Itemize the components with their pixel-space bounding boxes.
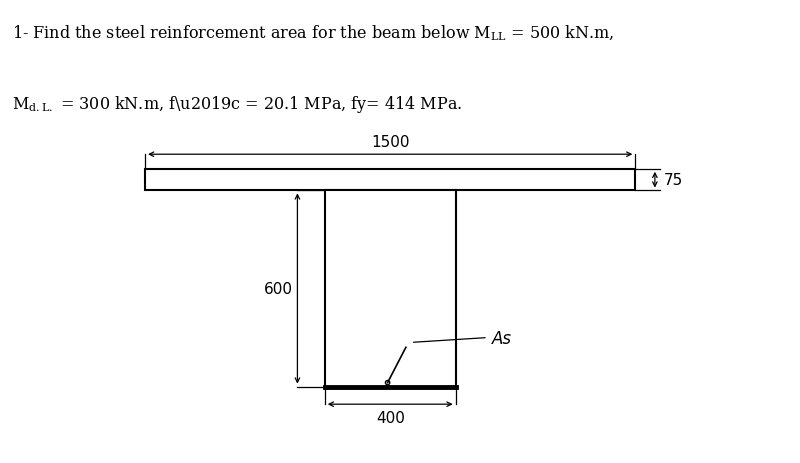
Text: 75: 75 xyxy=(664,173,683,188)
Text: As: As xyxy=(492,329,512,347)
Text: 400: 400 xyxy=(376,410,405,425)
Text: 1500: 1500 xyxy=(371,135,410,150)
Text: 600: 600 xyxy=(263,282,293,296)
Bar xyxy=(325,191,455,387)
Bar xyxy=(145,169,635,191)
Text: 1- Find the steel reinforcement area for the beam below $\mathregular{M_{LL}}$ =: 1- Find the steel reinforcement area for… xyxy=(12,23,614,43)
Text: $\mathregular{M_{d.L.}}$ = 300 kN.m, f\u2019c = 20.1 MPa, fy= 414 MPa.: $\mathregular{M_{d.L.}}$ = 300 kN.m, f\u… xyxy=(12,94,462,114)
